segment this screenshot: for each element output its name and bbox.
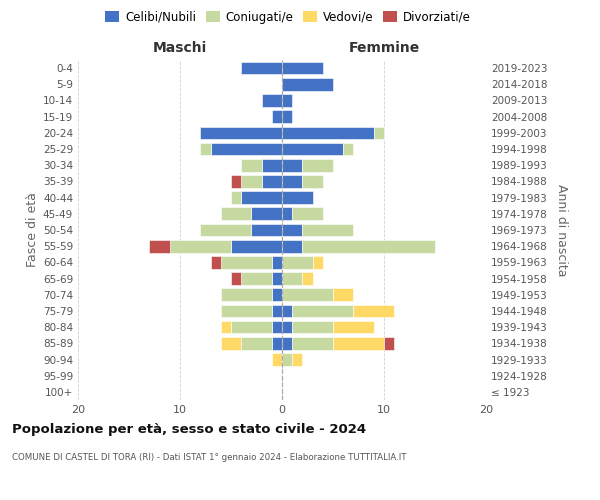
Bar bbox=[231, 192, 241, 204]
Bar bbox=[272, 272, 282, 285]
Bar bbox=[282, 353, 292, 366]
Legend: Celibi/Nubili, Coniugati/e, Vedovi/e, Divorziati/e: Celibi/Nubili, Coniugati/e, Vedovi/e, Di… bbox=[100, 6, 476, 28]
Bar bbox=[211, 256, 221, 268]
Bar bbox=[200, 142, 211, 156]
Bar bbox=[221, 321, 231, 334]
Bar bbox=[282, 126, 374, 139]
Bar bbox=[272, 256, 282, 268]
Bar bbox=[221, 304, 272, 318]
Bar bbox=[302, 159, 333, 172]
Bar bbox=[333, 321, 374, 334]
Bar bbox=[282, 110, 292, 123]
Bar bbox=[282, 192, 313, 204]
Bar bbox=[221, 208, 251, 220]
Bar bbox=[241, 272, 272, 285]
Bar bbox=[221, 288, 272, 301]
Bar bbox=[282, 175, 302, 188]
Bar bbox=[262, 175, 282, 188]
Bar bbox=[170, 240, 231, 252]
Bar bbox=[231, 240, 282, 252]
Bar bbox=[333, 288, 353, 301]
Bar bbox=[272, 110, 282, 123]
Text: Femmine: Femmine bbox=[349, 41, 419, 55]
Bar bbox=[353, 304, 394, 318]
Bar bbox=[282, 272, 302, 285]
Bar bbox=[241, 192, 282, 204]
Bar bbox=[282, 256, 313, 268]
Bar bbox=[262, 94, 282, 107]
Bar bbox=[282, 142, 343, 156]
Bar bbox=[282, 304, 292, 318]
Text: COMUNE DI CASTEL DI TORA (RI) - Dati ISTAT 1° gennaio 2024 - Elaborazione TUTTIT: COMUNE DI CASTEL DI TORA (RI) - Dati IST… bbox=[12, 452, 407, 462]
Bar bbox=[272, 353, 282, 366]
Bar bbox=[292, 208, 323, 220]
Y-axis label: Anni di nascita: Anni di nascita bbox=[554, 184, 568, 276]
Bar bbox=[251, 208, 282, 220]
Bar bbox=[384, 337, 394, 349]
Bar bbox=[282, 94, 292, 107]
Bar bbox=[272, 321, 282, 334]
Bar bbox=[200, 126, 282, 139]
Bar bbox=[211, 142, 282, 156]
Bar bbox=[231, 175, 241, 188]
Bar bbox=[272, 288, 282, 301]
Bar bbox=[282, 337, 292, 349]
Bar bbox=[262, 159, 282, 172]
Bar bbox=[292, 321, 333, 334]
Bar bbox=[302, 272, 313, 285]
Bar bbox=[282, 240, 302, 252]
Bar bbox=[231, 272, 241, 285]
Bar bbox=[302, 175, 323, 188]
Bar bbox=[241, 337, 272, 349]
Bar bbox=[302, 224, 353, 236]
Bar bbox=[343, 142, 353, 156]
Bar bbox=[302, 240, 435, 252]
Bar bbox=[241, 175, 262, 188]
Text: Maschi: Maschi bbox=[153, 41, 207, 55]
Bar bbox=[282, 62, 323, 74]
Bar bbox=[292, 304, 353, 318]
Bar bbox=[282, 208, 292, 220]
Bar bbox=[241, 62, 282, 74]
Bar bbox=[221, 337, 241, 349]
Bar bbox=[221, 256, 272, 268]
Y-axis label: Fasce di età: Fasce di età bbox=[26, 192, 39, 268]
Bar bbox=[272, 337, 282, 349]
Bar bbox=[200, 224, 251, 236]
Bar bbox=[149, 240, 170, 252]
Bar bbox=[272, 304, 282, 318]
Bar bbox=[231, 321, 272, 334]
Bar bbox=[241, 159, 262, 172]
Bar bbox=[282, 78, 333, 90]
Bar bbox=[292, 337, 333, 349]
Text: Popolazione per età, sesso e stato civile - 2024: Popolazione per età, sesso e stato civil… bbox=[12, 422, 366, 436]
Bar bbox=[313, 256, 323, 268]
Bar bbox=[282, 224, 302, 236]
Bar bbox=[282, 321, 292, 334]
Bar bbox=[292, 353, 302, 366]
Bar bbox=[251, 224, 282, 236]
Bar bbox=[282, 159, 302, 172]
Bar bbox=[333, 337, 384, 349]
Bar bbox=[282, 288, 333, 301]
Bar bbox=[374, 126, 384, 139]
